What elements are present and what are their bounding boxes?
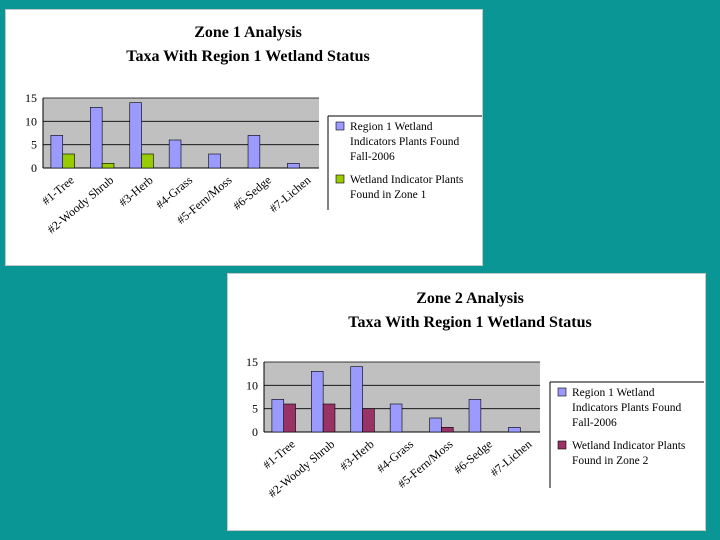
bar-zone-3 [141, 153, 154, 169]
y-tick-label: 15 [246, 355, 258, 369]
y-tick-label: 5 [252, 402, 258, 416]
bar-region-1-5 [429, 417, 442, 433]
category-label: #7-Lichen [267, 173, 314, 215]
legend-label: Region 1 Wetland [350, 121, 433, 133]
y-tick-label: 10 [246, 378, 258, 392]
legend-label: Wetland Indicator Plants [350, 174, 464, 186]
bar-region-1-6 [468, 399, 482, 433]
chart-title: Zone 2 Analysis [416, 290, 524, 307]
category-label: #3-Herb [337, 437, 377, 473]
bar-region-1-3 [129, 102, 142, 169]
legend-label: Region 1 Wetland [572, 387, 655, 399]
legend-label: Found in Zone 2 [572, 455, 649, 467]
bar-region-1-4 [389, 403, 403, 433]
bar-zone-1 [283, 403, 296, 433]
zone-1-chart: Zone 1 Analysis Taxa With Region 1 Wetla… [25, 24, 482, 236]
legend-label: Wetland Indicator Plants [572, 440, 686, 452]
bar-region-1-2 [90, 107, 103, 169]
bar-zone-5 [441, 427, 454, 433]
bar-zone-2 [322, 403, 336, 433]
bar-region-1-3 [350, 366, 363, 433]
y-tick-label: 15 [25, 91, 37, 105]
bar-region-1-1 [271, 399, 285, 433]
bar-region-1-7 [287, 163, 300, 169]
category-label: #7-Lichen [488, 437, 535, 479]
bar-zone-1 [62, 153, 75, 169]
legend-label: Indicators Plants Found [572, 402, 681, 414]
legend-label: Found in Zone 1 [350, 189, 427, 201]
y-tick-label: 10 [25, 114, 37, 128]
bar-region-1-5 [208, 153, 221, 169]
bar-region-1-7 [508, 427, 521, 433]
legend-swatch [557, 440, 567, 450]
bar-region-1-4 [168, 139, 182, 169]
bar-zone-3 [362, 408, 375, 433]
chart-subtitle: Taxa With Region 1 Wetland Status [126, 48, 369, 65]
legend-label: Indicators Plants Found [350, 136, 459, 148]
zone-1-chart-panel: Zone 1 Analysis Taxa With Region 1 Wetla… [5, 9, 483, 266]
y-tick-label: 0 [252, 425, 258, 439]
bar-region-1-6 [247, 135, 261, 169]
chart-subtitle: Taxa With Region 1 Wetland Status [348, 314, 591, 331]
bar-region-1-2 [311, 371, 324, 433]
chart-title: Zone 1 Analysis [194, 24, 302, 41]
zone-2-chart: Zone 2 Analysis Taxa With Region 1 Wetla… [246, 290, 704, 500]
y-tick-label: 5 [31, 138, 37, 152]
legend-swatch [335, 174, 345, 184]
legend-label: Fall-2006 [572, 417, 617, 429]
zone-2-chart-panel: Zone 2 Analysis Taxa With Region 1 Wetla… [227, 273, 706, 531]
category-label: #3-Herb [116, 173, 156, 209]
legend-label: Fall-2006 [350, 151, 395, 163]
legend-swatch [557, 387, 567, 397]
bar-zone-2 [101, 163, 115, 169]
legend-swatch [335, 121, 345, 131]
y-tick-label: 0 [31, 161, 37, 175]
bar-region-1-1 [50, 135, 64, 169]
